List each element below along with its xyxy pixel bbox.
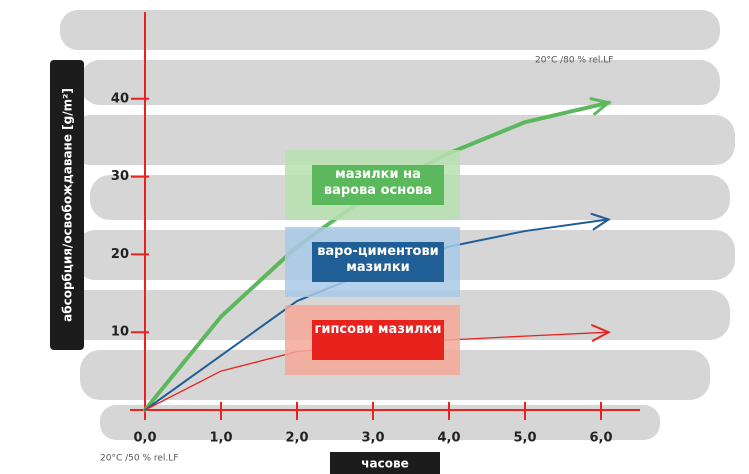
x-tick-label: 4,0 xyxy=(437,431,460,446)
legend-entry: мазилки на варова основа xyxy=(323,167,433,198)
x-tick-label: 2,0 xyxy=(285,431,308,446)
x-tick-label: 5,0 xyxy=(513,431,536,446)
arrowhead xyxy=(590,212,611,231)
y-tick-label: 20 xyxy=(111,247,129,262)
x-tick-label: 3,0 xyxy=(361,431,384,446)
y-tick-label: 30 xyxy=(111,169,129,184)
annotation: 20°C /80 % rel.LF xyxy=(535,56,613,66)
background-scribbles xyxy=(60,10,735,440)
y-tick-label: 10 xyxy=(111,325,129,340)
x-tick-label: 0,0 xyxy=(133,431,156,446)
legend-label: гипсови мазилки xyxy=(314,322,442,337)
label-box xyxy=(312,165,444,205)
legend-entry: гипсови мазилки xyxy=(314,322,442,337)
legend-label: варо-циментови мазилки xyxy=(317,244,439,275)
arrowhead xyxy=(591,324,611,342)
x-axis-label: часове xyxy=(361,457,408,471)
legend-entry: варо-циментови мазилки xyxy=(317,244,439,275)
x-label-box xyxy=(330,452,440,474)
label-box xyxy=(312,320,444,360)
y-axis-label: абсорбция/освобождаване [g/m²] xyxy=(61,88,75,322)
x-tick-label: 1,0 xyxy=(209,431,232,446)
label-box xyxy=(312,242,444,282)
arrowhead xyxy=(589,97,612,116)
y-tick-label: 40 xyxy=(111,91,129,106)
annotation: 20°C /50 % rel.LF xyxy=(100,454,178,464)
y-label-box xyxy=(50,60,84,350)
legend-label: мазилки на варова основа xyxy=(323,167,433,198)
x-tick-label: 6,0 xyxy=(589,431,612,446)
